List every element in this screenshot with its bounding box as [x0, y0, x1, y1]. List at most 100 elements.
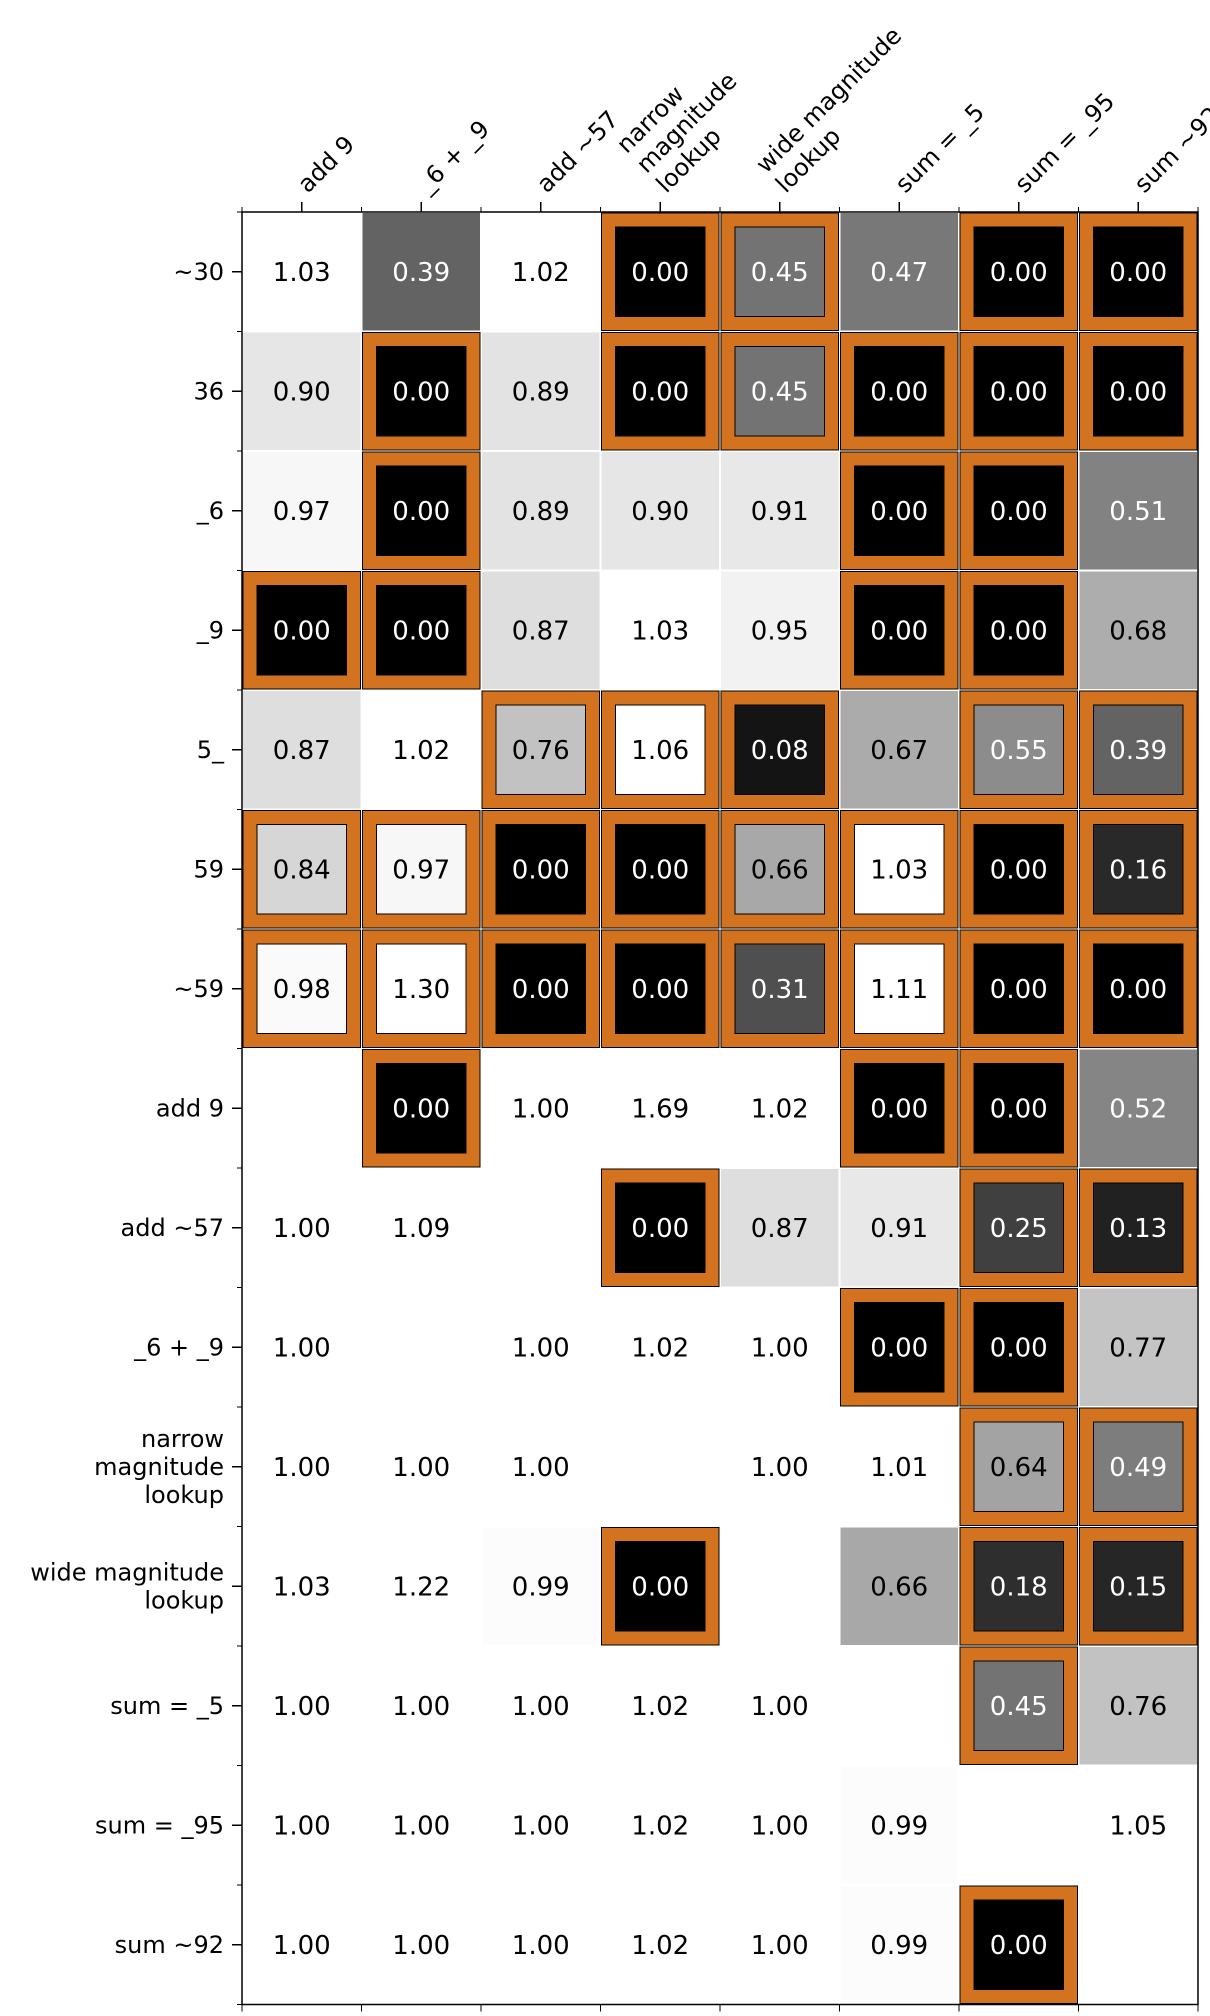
cell-label-59-narrow-magnitude-lookup: 0.00 — [631, 975, 689, 1005]
cell-label-9-add-57: 0.87 — [512, 616, 570, 646]
x-tick-label-add-9: add 9 — [292, 130, 360, 198]
cell-label-5-sum-92: 0.39 — [1109, 736, 1167, 766]
cell-label-sum-92-narrow-magnitude-lookup: 1.02 — [631, 1931, 689, 1961]
heatmap-cell-6-sum-5 — [854, 465, 945, 556]
cell-label-9-6-9: 0.00 — [392, 616, 450, 646]
heatmap-cell-6-wide-magnitude-lookup — [721, 452, 839, 570]
cell-label-sum-92-6-9: 1.00 — [392, 1931, 450, 1961]
cell-label-59-sum-5: 1.11 — [870, 975, 928, 1005]
cell-label-36-wide-magnitude-lookup: 0.45 — [751, 377, 809, 407]
heatmap-cell-6-narrow-magnitude-lookup — [601, 452, 719, 570]
cell-label-sum-92-wide-magnitude-lookup: 1.00 — [751, 1931, 809, 1961]
cell-label-59-wide-magnitude-lookup: 0.31 — [751, 975, 809, 1005]
heatmap-cell-5-add-9 — [243, 691, 361, 809]
heatmap-cell-36-wide-magnitude-lookup — [734, 346, 825, 437]
cell-label-5-sum-95: 0.55 — [990, 736, 1048, 766]
cell-label-6-wide-magnitude-lookup: 0.91 — [751, 497, 809, 527]
cell-label-add-57-wide-magnitude-lookup: 0.87 — [751, 1214, 809, 1244]
cell-label-sum-5-add-9: 1.00 — [273, 1692, 331, 1722]
heatmap-cell-30-add-9 — [243, 213, 361, 331]
heatmap-cell-sum-92-sum-5 — [840, 1886, 958, 2004]
cell-label-sum-92-sum-95: 0.00 — [990, 1931, 1048, 1961]
heatmap-cell-59-add-57 — [495, 943, 586, 1034]
cell-label-9-sum-95: 0.00 — [990, 616, 1048, 646]
heatmap-cell-59-add-57 — [495, 824, 586, 915]
cell-label-6-sum-92: 0.51 — [1109, 497, 1167, 527]
cell-label-59-add-57: 0.00 — [512, 855, 570, 885]
cell-label-9-sum-5: 0.00 — [870, 616, 928, 646]
heatmap-cell-9-sum-92 — [1079, 571, 1197, 689]
heatmap-cell-59-sum-5 — [854, 824, 945, 915]
heatmap-cell-sum-92-add-57 — [482, 1886, 600, 2004]
cell-label-sum-95-narrow-magnitude-lookup: 1.02 — [631, 1811, 689, 1841]
cell-label-wide-magnitude-lookup-sum-95: 0.18 — [990, 1572, 1048, 1602]
cell-label-9-wide-magnitude-lookup: 0.95 — [751, 616, 809, 646]
cell-label-59-narrow-magnitude-lookup: 0.00 — [631, 855, 689, 885]
cell-label-wide-magnitude-lookup-sum-92: 0.15 — [1109, 1572, 1167, 1602]
cell-label-6-narrow-magnitude-lookup: 0.90 — [631, 497, 689, 527]
heatmap-cell-30-add-57 — [482, 213, 600, 331]
y-tick-label-sum-5: sum = _5 — [110, 1692, 224, 1720]
cell-label-30-wide-magnitude-lookup: 0.45 — [751, 258, 809, 288]
x-tick-label-6-9: _6 + _9 — [411, 115, 495, 199]
cell-label-36-narrow-magnitude-lookup: 0.00 — [631, 377, 689, 407]
y-tick-label-59: 59 — [193, 855, 224, 883]
cell-label-narrow-magnitude-lookup-add-57: 1.00 — [512, 1453, 570, 1483]
y-tick-label-30: ~30 — [173, 258, 224, 286]
heatmap-cell-5-wide-magnitude-lookup — [734, 704, 825, 795]
heatmap-cell-sum-95-6-9 — [362, 1766, 480, 1884]
cell-label-add-57-sum-95: 0.25 — [990, 1214, 1048, 1244]
y-tick-label-sum-95: sum = _95 — [95, 1811, 224, 1839]
cell-label-59-add-9: 0.84 — [273, 855, 331, 885]
heatmap-cell-sum-5-add-9 — [243, 1647, 361, 1765]
cell-label-59-sum-5: 1.03 — [870, 855, 928, 885]
cell-label-59-sum-92: 0.16 — [1109, 855, 1167, 885]
cell-label-sum-95-sum-5: 0.99 — [870, 1811, 928, 1841]
cell-label-sum-5-6-9: 1.00 — [392, 1692, 450, 1722]
cell-label-sum-92-add-9: 1.00 — [273, 1931, 331, 1961]
heatmap-cell-6-9-sum-92 — [1079, 1288, 1197, 1406]
cell-label-6-sum-5: 0.00 — [870, 497, 928, 527]
cell-label-9-add-9: 0.00 — [273, 616, 331, 646]
heatmap-cell-30-wide-magnitude-lookup — [734, 226, 825, 317]
cell-label-sum-92-sum-5: 0.99 — [870, 1931, 928, 1961]
heatmap-cell-add-57-sum-95 — [973, 1182, 1064, 1273]
heatmap-cell-30-sum-92 — [1093, 226, 1184, 317]
y-tick-label-9: _9 — [196, 616, 224, 644]
cell-label-add-9-sum-5: 0.00 — [870, 1094, 928, 1124]
y-tick-label-add-57: add ~57 — [121, 1214, 224, 1242]
heatmap-cell-sum-92-narrow-magnitude-lookup — [601, 1886, 719, 2004]
heatmap-cell-9-6-9 — [376, 585, 467, 676]
heatmap-cell-5-sum-95 — [973, 704, 1064, 795]
heatmap-cell-59-narrow-magnitude-lookup — [615, 943, 706, 1034]
cell-label-add-9-6-9: 0.00 — [392, 1094, 450, 1124]
cell-label-6-9-add-9: 1.00 — [273, 1333, 331, 1363]
cell-label-narrow-magnitude-lookup-sum-95: 0.64 — [990, 1453, 1048, 1483]
heatmap-cell-59-6-9 — [376, 943, 467, 1034]
heatmap-cell-narrow-magnitude-lookup-6-9 — [362, 1408, 480, 1526]
y-tick-label-6: _6 — [196, 497, 224, 525]
heatmap-cell-6-9-add-9 — [243, 1288, 361, 1406]
cell-label-5-sum-5: 0.67 — [870, 736, 928, 766]
heatmap-cell-wide-magnitude-lookup-sum-92 — [1093, 1541, 1184, 1632]
heatmap-cell-6-9-sum-95 — [973, 1302, 1064, 1393]
heatmap-cell-30-narrow-magnitude-lookup — [615, 226, 706, 317]
cell-label-36-sum-92: 0.00 — [1109, 377, 1167, 407]
heatmap-cell-sum-95-sum-92 — [1079, 1766, 1197, 1884]
heatmap-cell-add-9-narrow-magnitude-lookup — [601, 1049, 719, 1167]
cell-label-30-add-57: 1.02 — [512, 258, 570, 288]
cell-label-sum-5-wide-magnitude-lookup: 1.00 — [751, 1692, 809, 1722]
x-tick-label-sum-92: sum ~92 — [1129, 101, 1210, 198]
heatmap-cell-9-narrow-magnitude-lookup — [601, 571, 719, 689]
cell-label-30-sum-5: 0.47 — [870, 258, 928, 288]
heatmap-cell-sum-5-sum-92 — [1079, 1647, 1197, 1765]
cell-label-sum-95-sum-92: 1.05 — [1109, 1811, 1167, 1841]
heatmap-cell-add-9-sum-5 — [854, 1063, 945, 1154]
heatmap-cell-59-sum-95 — [973, 824, 1064, 915]
heatmap-cell-59-wide-magnitude-lookup — [734, 824, 825, 915]
cell-label-add-57-sum-92: 0.13 — [1109, 1214, 1167, 1244]
cell-label-narrow-magnitude-lookup-6-9: 1.00 — [392, 1453, 450, 1483]
heatmap-cell-add-57-sum-92 — [1093, 1182, 1184, 1273]
cell-label-30-6-9: 0.39 — [392, 258, 450, 288]
heatmap-cell-wide-magnitude-lookup-sum-5 — [840, 1527, 958, 1645]
